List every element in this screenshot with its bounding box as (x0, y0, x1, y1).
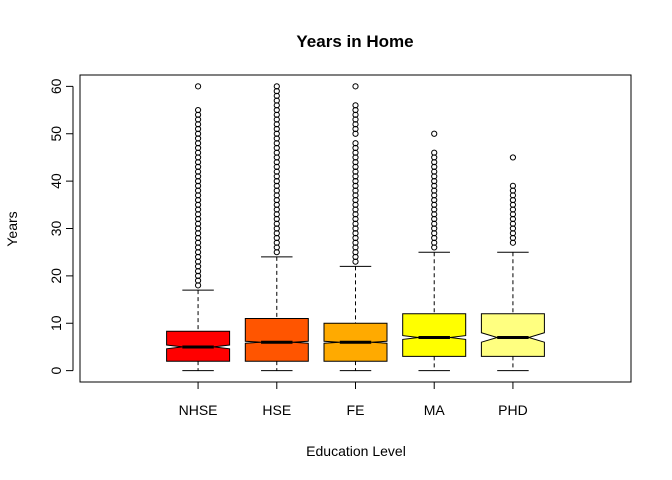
y-tick-label: 40 (48, 173, 64, 189)
box-hse (244, 83, 309, 372)
box-body (244, 318, 309, 362)
y-tick-label: 10 (48, 315, 64, 331)
outlier-point (352, 83, 359, 90)
x-axis: NHSE HSE FE MA PHD (179, 381, 528, 418)
box-ma (402, 130, 467, 372)
y-tick-label: 30 (48, 221, 64, 237)
boxes-layer (166, 83, 545, 372)
outlier-point (431, 149, 438, 156)
outlier-point (194, 106, 202, 114)
outlier-point (352, 102, 359, 109)
x-tick-label: PHD (498, 402, 528, 418)
outlier-point (273, 83, 280, 90)
y-tick-label: 0 (48, 367, 64, 375)
x-tick-label: FE (347, 402, 365, 418)
box-body (402, 313, 467, 357)
y-tick-label: 50 (48, 126, 64, 142)
outlier-point (431, 130, 438, 137)
box-fe (323, 83, 388, 372)
box-body (480, 313, 545, 357)
x-axis-label: Education Level (306, 443, 406, 459)
x-tick-label: NHSE (179, 402, 218, 418)
y-tick-label: 60 (48, 78, 64, 94)
outlier-point (509, 182, 517, 189)
y-tick-label: 20 (48, 268, 64, 284)
y-axis-label: Years (4, 211, 20, 246)
box-phd (480, 154, 545, 372)
box-nhse (166, 83, 231, 372)
x-tick-label: HSE (262, 402, 291, 418)
outlier-point (509, 154, 517, 161)
x-tick-label: MA (424, 402, 446, 418)
chart-title: Years in Home (296, 32, 413, 51)
outlier-point (352, 140, 359, 147)
y-axis: 0 10 20 30 40 50 60 (48, 78, 74, 375)
outlier-point (194, 83, 202, 90)
